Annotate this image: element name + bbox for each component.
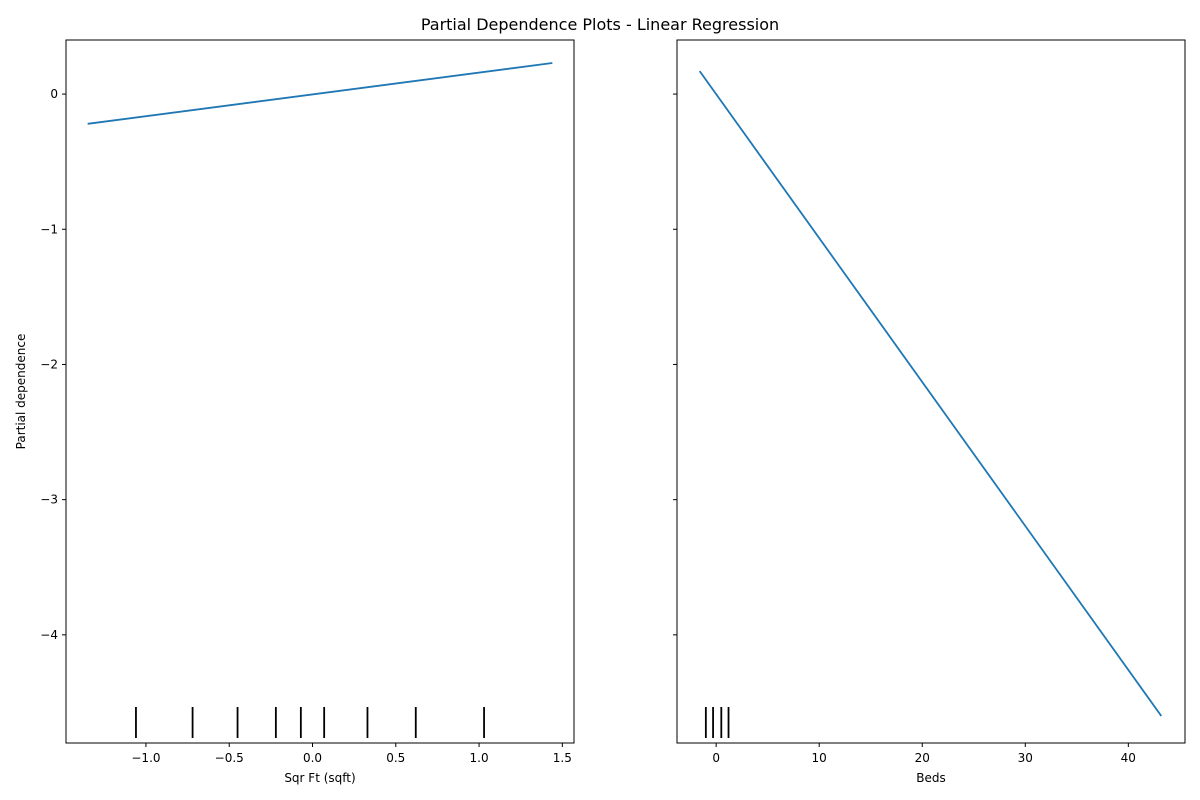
figure-title: Partial Dependence Plots - Linear Regres…: [421, 15, 779, 34]
y-axis-label-0: Partial dependence: [14, 334, 28, 450]
x-axis-label-0: Sqr Ft (sqft): [284, 771, 355, 785]
x-tick-label-1-4: 40: [1121, 751, 1136, 765]
axes-frame-1: [676, 39, 1186, 744]
y-tick-label-0-1: −1: [40, 222, 58, 236]
x-tick-label-0-3: 0.5: [386, 751, 405, 765]
axes-frame-0: [65, 39, 575, 744]
pd-line-0-0: [87, 62, 553, 125]
y-tick-label-0-2: −2: [40, 357, 58, 371]
pd-line-1-0: [698, 70, 1163, 717]
x-tick-label-0-0: −1.0: [131, 751, 160, 765]
x-tick-label-1-3: 30: [1018, 751, 1033, 765]
x-tick-label-1-2: 20: [915, 751, 930, 765]
x-axis-label-1: Beds: [916, 771, 945, 785]
x-tick-label-0-1: −0.5: [215, 751, 244, 765]
subplot-sqft: −1.0 −0.5 0.0 0.5 1.0 1.5 0 −1 −2 −3 −4 Sqr Ft (sqf…: [14, 39, 575, 785]
x-tick-label-0-4: 1.0: [470, 751, 489, 765]
y-tick-label-0-4: −4: [40, 628, 58, 642]
y-tick-label-0-0: 0: [50, 87, 58, 101]
subplot-beds: 0 10 20 30 40 Beds: [673, 39, 1186, 785]
y-tick-label-0-3: −3: [40, 493, 58, 507]
x-tick-label-1-0: 0: [712, 751, 720, 765]
x-tick-label-0-2: 0.0: [303, 751, 322, 765]
x-tick-label-0-5: 1.5: [553, 751, 572, 765]
x-tick-label-1-1: 10: [812, 751, 827, 765]
